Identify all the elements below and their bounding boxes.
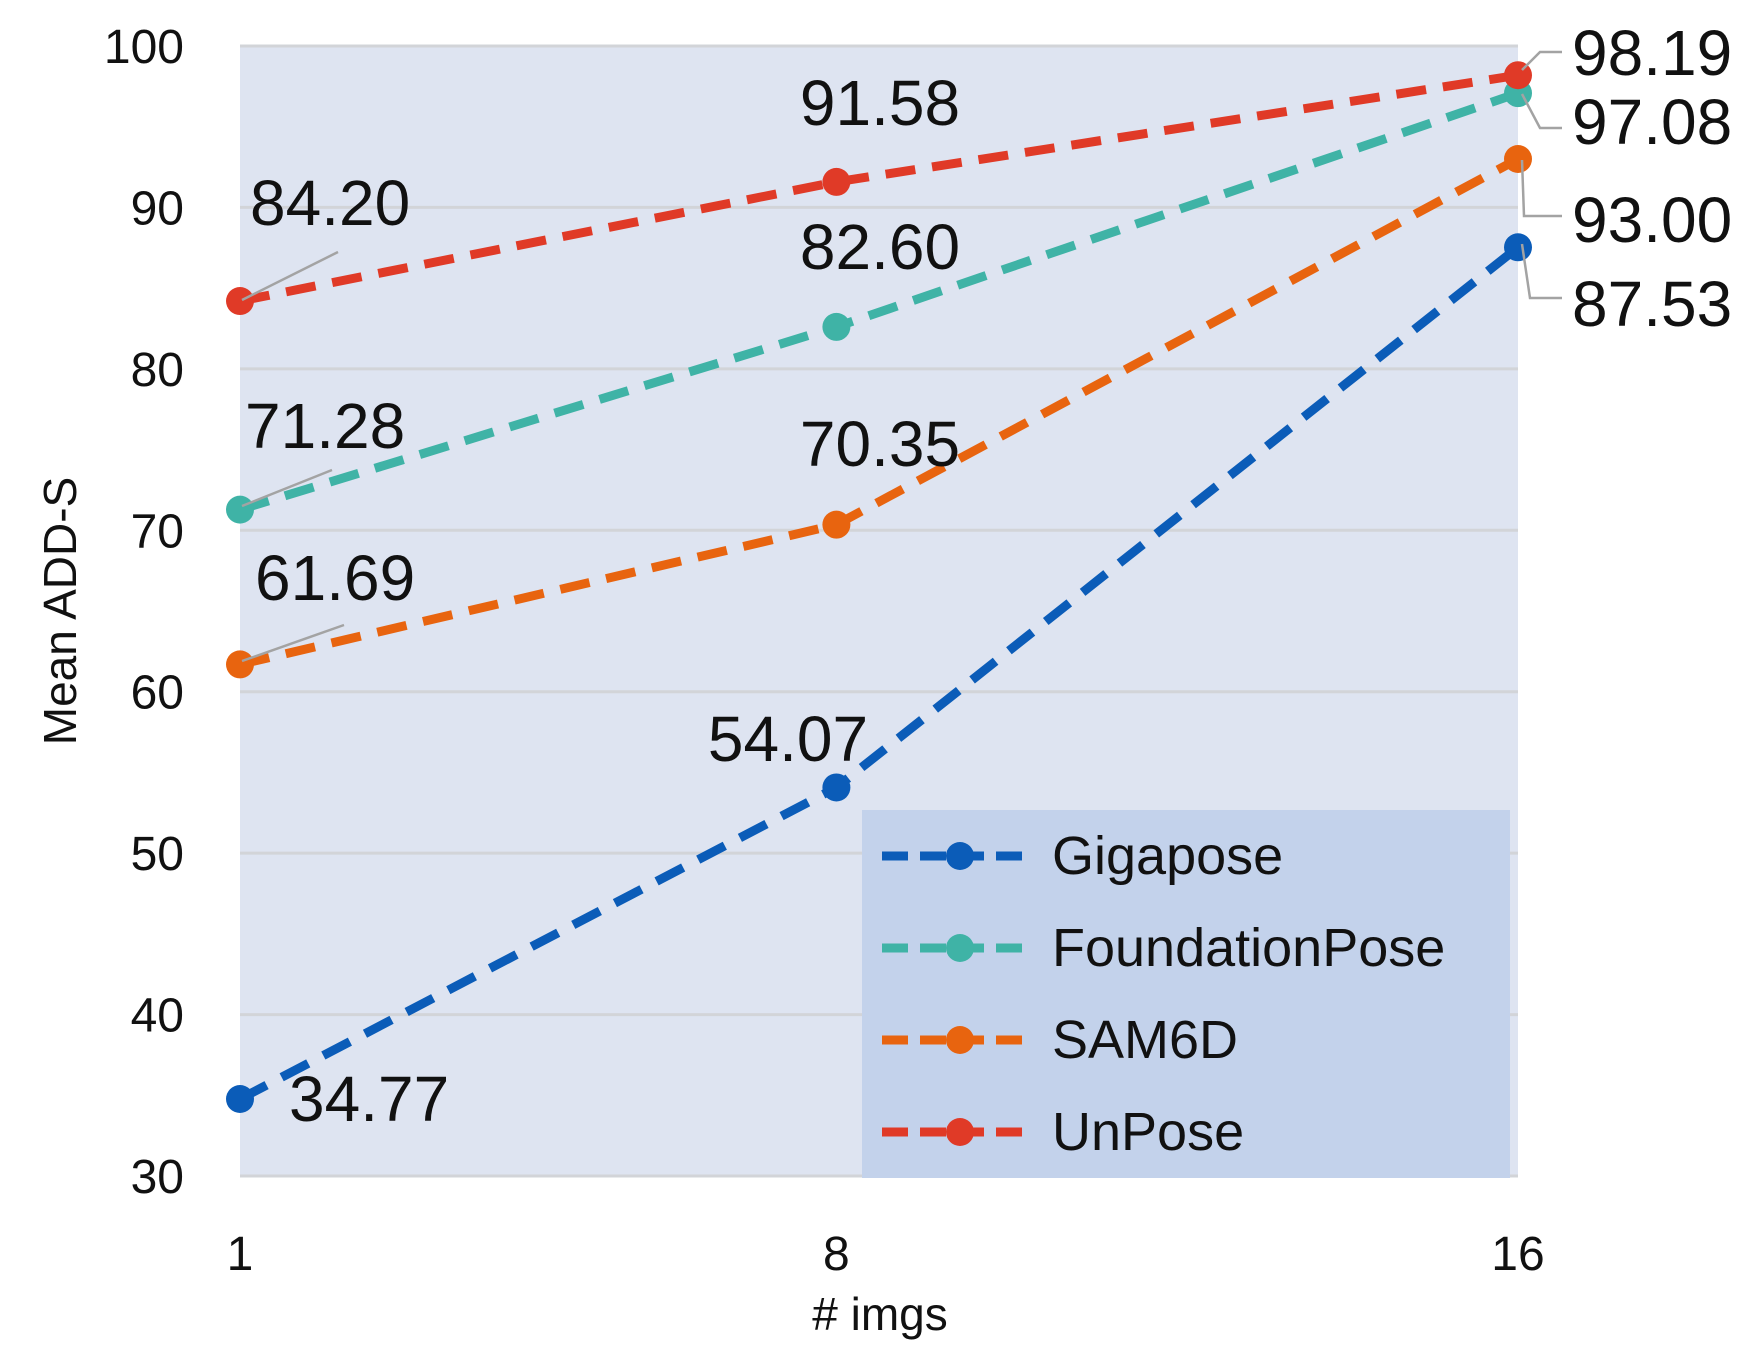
- point-sam6d-8: [822, 510, 851, 539]
- data-label-unpose-8: 91.58: [800, 67, 960, 139]
- series-sam6d: [226, 145, 1532, 679]
- point-unpose-1: [226, 287, 254, 316]
- data-label-gigapose-16: 87.53: [1572, 268, 1732, 340]
- legend-item-unpose: UnPose: [882, 1102, 1244, 1162]
- data-label-gigapose-8: 54.07: [708, 703, 868, 775]
- data-series: [226, 61, 1532, 1113]
- point-gigapose-8: [822, 773, 851, 802]
- series-gigapose: [226, 233, 1532, 1113]
- y-tick-label-90: 90: [131, 182, 184, 235]
- legend-marker-gigapose: [946, 842, 974, 870]
- legend-label-gigapose: Gigapose: [1052, 826, 1283, 886]
- legend-label-sam6d: SAM6D: [1052, 1010, 1238, 1070]
- leader-sam6d-1: [241, 623, 345, 663]
- y-axis-label: Mean ADD-S: [34, 477, 86, 745]
- leader-unpose-1: [241, 250, 339, 302]
- x-axis-label: # imgs: [812, 1288, 947, 1340]
- legend-box: [862, 810, 1510, 1178]
- y-tick-label-100: 100: [104, 21, 184, 74]
- legend-label-foundationpose: FoundationPose: [1052, 918, 1445, 978]
- point-gigapose-1: [226, 1084, 254, 1113]
- point-sam6d-1: [226, 650, 254, 679]
- x-tick-label-16: 16: [1491, 1228, 1544, 1281]
- legend-item-gigapose: Gigapose: [882, 826, 1283, 886]
- data-label-foundationpose-1: 71.28: [245, 390, 405, 462]
- point-foundationpose-8: [822, 312, 851, 341]
- leader-gigapose-16: [1520, 243, 1562, 300]
- data-label-unpose-1: 84.20: [250, 167, 410, 239]
- point-sam6d-16: [1504, 145, 1532, 173]
- legend-marker-foundationpose: [946, 934, 974, 962]
- legend: Gigapose FoundationPose SAM6D UnPose: [862, 810, 1510, 1178]
- y-tick-label-60: 60: [131, 667, 184, 720]
- point-foundationpose-1: [226, 495, 254, 524]
- y-tick-label-50: 50: [131, 828, 184, 881]
- series-line-unpose: [239, 70, 1519, 306]
- x-axis-ticks: 1 8 16: [227, 1228, 1545, 1281]
- y-tick-label-40: 40: [131, 990, 184, 1043]
- x-tick-label-1: 1: [227, 1228, 254, 1281]
- data-label-sam6d-16: 93.00: [1572, 184, 1732, 256]
- y-axis-ticks: 30 40 50 60 70 80 90 100: [104, 21, 184, 1204]
- leader-foundationpose-16: [1520, 93, 1562, 130]
- data-label-foundationpose-16: 97.08: [1572, 86, 1732, 158]
- leader-foundationpose-1: [241, 468, 333, 508]
- legend-marker-sam6d: [946, 1026, 974, 1054]
- legend-label-unpose: UnPose: [1052, 1102, 1244, 1162]
- data-label-sam6d-1: 61.69: [255, 542, 415, 614]
- label-leader-lines: [241, 50, 1562, 663]
- x-tick-label-8: 8: [823, 1228, 850, 1281]
- data-label-unpose-16: 98.19: [1572, 17, 1732, 89]
- point-unpose-8: [822, 167, 851, 196]
- data-label-foundationpose-8: 82.60: [800, 211, 960, 283]
- legend-item-sam6d: SAM6D: [882, 1010, 1238, 1070]
- data-label-sam6d-8: 70.35: [800, 408, 960, 480]
- data-label-gigapose-1: 34.77: [289, 1063, 449, 1135]
- leader-unpose-16: [1521, 50, 1562, 71]
- series-unpose: [226, 61, 1532, 316]
- y-tick-label-70: 70: [131, 505, 184, 558]
- data-labels: 34.77 54.07 87.53 71.28 82.60 97.08 61.69 70.35…: [245, 17, 1732, 1135]
- y-tick-label-30: 30: [131, 1151, 184, 1204]
- y-tick-label-80: 80: [131, 344, 184, 397]
- point-gigapose-16: [1504, 233, 1532, 262]
- legend-item-foundationpose: FoundationPose: [882, 918, 1445, 978]
- leader-sam6d-16: [1520, 159, 1562, 218]
- legend-marker-unpose: [946, 1118, 974, 1146]
